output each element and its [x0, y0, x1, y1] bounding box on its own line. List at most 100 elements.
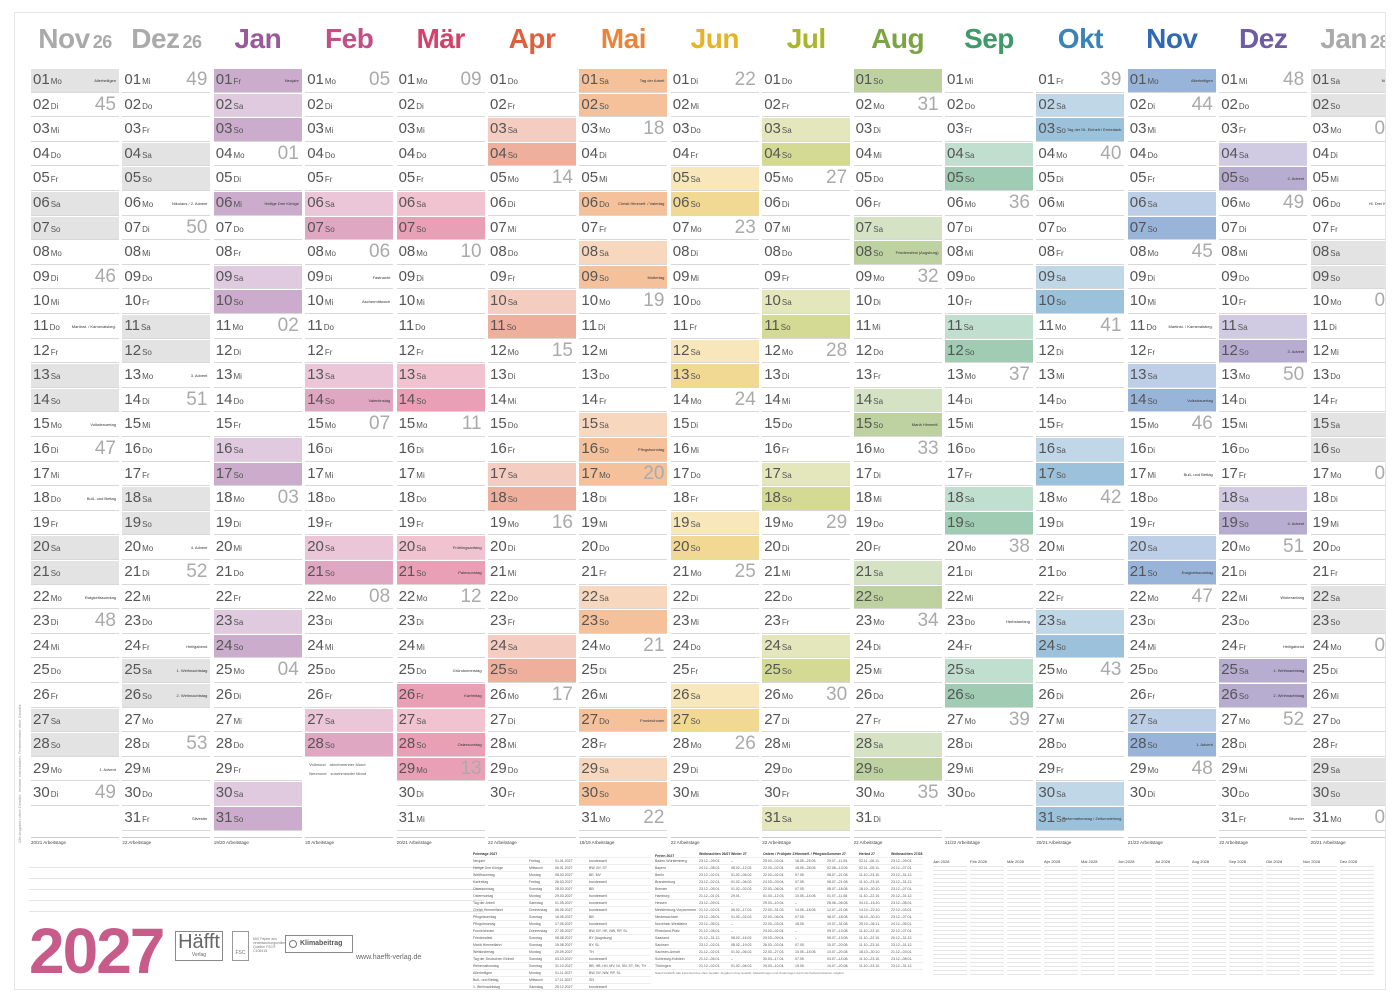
day-cell[interactable]: 04Fr: [670, 143, 759, 167]
day-cell[interactable]: 15Mo Volkstrauertag: [31, 413, 119, 437]
day-cell[interactable]: 19Fr: [396, 512, 485, 536]
day-cell[interactable]: 14Sa: [853, 388, 942, 413]
day-cell[interactable]: 01Mo 09: [396, 69, 485, 93]
day-cell[interactable]: 21Sa: [853, 561, 942, 585]
day-cell[interactable]: 10Sa: [488, 290, 576, 314]
day-cell[interactable]: 18Di: [1310, 487, 1385, 511]
day-cell[interactable]: 06Do Christi Himmelf. / Vatertag: [579, 192, 668, 216]
day-cell[interactable]: 07So: [31, 216, 119, 241]
day-cell[interactable]: 18Sa: [1219, 487, 1308, 511]
day-cell[interactable]: 22Do: [762, 586, 851, 610]
day-cell[interactable]: 29Sa: [579, 757, 668, 782]
day-cell[interactable]: 06Mo Nikolaus / 2. Advent: [122, 192, 211, 216]
day-cell[interactable]: 06Fr: [853, 192, 942, 216]
day-cell[interactable]: 30Fr: [762, 782, 851, 806]
day-cell[interactable]: 03Sa: [762, 118, 851, 142]
day-cell[interactable]: 02Mo 31: [853, 94, 942, 118]
day-cell[interactable]: 28Mi: [762, 733, 851, 757]
day-cell[interactable]: 21So Ewigkeitssonntag: [1127, 561, 1216, 585]
day-cell[interactable]: 01Mo Allerheiligen: [1127, 69, 1216, 93]
day-cell[interactable]: 03Sa: [488, 118, 576, 142]
day-cell[interactable]: 28So 1. Advent: [1127, 733, 1216, 757]
day-cell[interactable]: 02Mi: [670, 94, 759, 118]
day-cell[interactable]: 13Mo 3. Advent: [122, 364, 211, 388]
day-cell[interactable]: 19Mi: [1310, 512, 1385, 536]
day-cell[interactable]: 01SaNeujahr: [1310, 69, 1385, 93]
day-cell[interactable]: 29Mi: [945, 758, 1033, 782]
day-cell[interactable]: 02Do: [945, 94, 1033, 118]
day-cell[interactable]: 01Do: [488, 69, 576, 93]
day-cell[interactable]: 11Di: [579, 315, 668, 339]
day-cell[interactable]: 19Do: [853, 512, 942, 536]
day-cell[interactable]: 26So 2. Weihnachtstag: [122, 684, 211, 708]
day-cell[interactable]: 13Fr: [853, 364, 942, 388]
day-cell[interactable]: 01Mi 49: [122, 69, 211, 93]
day-cell[interactable]: 12So: [122, 339, 211, 364]
day-cell[interactable]: 18Do: [305, 487, 394, 511]
day-cell[interactable]: 15Mo 46: [1127, 413, 1216, 437]
day-cell[interactable]: 26Di: [213, 684, 302, 708]
day-cell[interactable]: 26Sa: [670, 684, 759, 708]
day-cell[interactable]: 26Do: [853, 684, 942, 708]
day-cell[interactable]: 05Mo 14: [488, 167, 576, 191]
day-cell[interactable]: 07Sa: [853, 216, 942, 241]
day-cell[interactable]: 08Do: [762, 241, 851, 265]
day-cell[interactable]: 15Di: [670, 413, 759, 437]
day-cell[interactable]: 02Di 44: [1127, 94, 1216, 118]
day-cell[interactable]: 28Fr: [579, 733, 668, 757]
day-cell[interactable]: 16Mi: [670, 438, 759, 462]
day-cell[interactable]: 30Sa: [1036, 782, 1125, 806]
day-cell[interactable]: 23So: [1310, 610, 1385, 634]
day-cell[interactable]: 12Mo 28: [762, 340, 851, 364]
day-cell[interactable]: 02Sa: [1036, 93, 1125, 118]
day-cell[interactable]: 30Do: [945, 782, 1033, 806]
day-cell[interactable]: 08Fr: [1036, 241, 1125, 265]
day-cell[interactable]: 26Fr Karfreitag: [396, 684, 485, 708]
day-cell[interactable]: 22Di: [670, 586, 759, 610]
day-cell[interactable]: 18Di: [579, 487, 668, 511]
day-cell[interactable]: 21So: [305, 561, 394, 585]
day-cell[interactable]: 21Do: [1036, 561, 1125, 585]
day-cell[interactable]: 25Mi: [853, 659, 942, 683]
day-cell[interactable]: 31Mi: [396, 807, 485, 831]
day-cell[interactable]: 21Fr: [1310, 561, 1385, 585]
day-cell[interactable]: 09Fr: [488, 266, 576, 290]
day-cell[interactable]: 13Mi: [1036, 364, 1125, 388]
day-cell[interactable]: 15Mo 11: [396, 413, 485, 437]
day-cell[interactable]: 29Di: [670, 758, 759, 782]
day-cell[interactable]: 30Sa: [213, 782, 302, 806]
day-cell[interactable]: 12Fr: [1127, 340, 1216, 364]
day-cell[interactable]: 11Sa: [122, 315, 211, 339]
day-cell[interactable]: 11Do Martinst. / Karnevalsbeg.: [1127, 315, 1216, 339]
day-cell[interactable]: 10Mo02: [1310, 290, 1385, 314]
day-cell[interactable]: 20Do: [1310, 536, 1385, 560]
day-cell[interactable]: 07Fr: [1310, 217, 1385, 241]
day-cell[interactable]: 21Do: [213, 561, 302, 585]
day-cell[interactable]: 27Mo 39: [945, 709, 1033, 733]
day-cell[interactable]: 30Do: [1219, 782, 1308, 806]
day-cell[interactable]: 14So: [31, 388, 119, 413]
day-cell[interactable]: 19So: [945, 511, 1033, 536]
day-cell[interactable]: 03Fr: [1219, 118, 1308, 142]
day-cell[interactable]: 07So: [396, 216, 485, 241]
day-cell[interactable]: 29Do: [762, 758, 851, 782]
day-cell[interactable]: 19Fr: [1127, 512, 1216, 536]
day-cell[interactable]: 27Mi: [213, 709, 302, 733]
day-cell[interactable]: 18Mo 42: [1036, 487, 1125, 511]
day-cell[interactable]: 02Di: [396, 94, 485, 118]
day-cell[interactable]: 29Fr: [1036, 758, 1125, 782]
day-cell[interactable]: 11Mo 02: [213, 315, 302, 339]
day-cell[interactable]: 11Mo 41: [1036, 315, 1125, 339]
day-cell[interactable]: 23Sa: [213, 610, 302, 634]
day-cell[interactable]: 04Do: [1127, 143, 1216, 167]
day-cell[interactable]: 10Fr: [1219, 290, 1308, 314]
day-cell[interactable]: 02Fr: [488, 94, 576, 118]
day-cell[interactable]: 24So: [1036, 634, 1125, 659]
day-cell[interactable]: 23Do: [122, 610, 211, 634]
day-cell[interactable]: 26Fr: [1127, 684, 1216, 708]
day-cell[interactable]: 24Mi: [305, 635, 394, 659]
day-cell[interactable]: 13Do: [1310, 364, 1385, 388]
day-cell[interactable]: 09So Muttertag: [579, 265, 668, 290]
day-cell[interactable]: 02So: [1310, 93, 1385, 118]
day-cell[interactable]: 22Sa: [1310, 585, 1385, 610]
